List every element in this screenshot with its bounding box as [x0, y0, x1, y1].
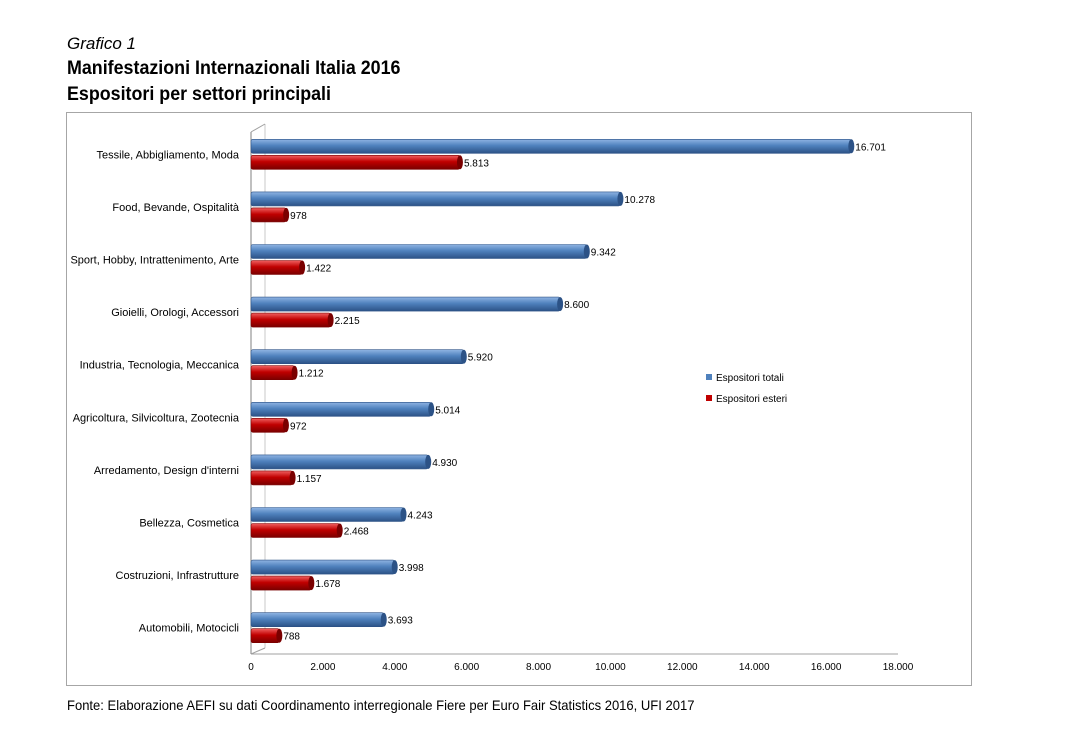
legend-swatch: [706, 395, 712, 401]
bar-totali: [250, 612, 385, 628]
data-label: 4.243: [408, 511, 433, 522]
data-label: 10.278: [624, 195, 655, 206]
bar-totali-cap: [425, 454, 432, 469]
bar-totali: [250, 401, 432, 417]
bar-esteri: [250, 260, 303, 275]
bar-esteri-cap: [327, 313, 334, 328]
bar-esteri-cap: [336, 523, 343, 538]
bar-esteri: [250, 628, 280, 644]
data-label: 5.813: [464, 158, 489, 169]
x-tick-label: 14.000: [739, 662, 770, 673]
bar-esteri-cap: [291, 365, 298, 380]
bar-totali-cap: [617, 191, 624, 206]
x-tick-label: 6.000: [454, 662, 479, 673]
chart-label: Grafico 1: [67, 34, 136, 53]
bar-esteri: [250, 312, 331, 328]
category-label: Food, Bevande, Ospitalità: [112, 202, 239, 214]
bar-esteri: [250, 417, 287, 433]
bar-totali: [250, 454, 429, 470]
x-tick-label: 8.000: [526, 662, 551, 673]
bar-totali-cap: [460, 349, 467, 364]
bar-totali: [250, 507, 404, 522]
data-label: 1.212: [299, 369, 324, 380]
bar-esteri-cap: [283, 207, 290, 222]
category-label: Agricoltura, Silvicoltura, Zootecnia: [73, 412, 240, 424]
bar-totali-cap: [583, 244, 590, 259]
legend-label: Espositori esteri: [716, 394, 787, 405]
chart-subtitle: Espositori per settori principali: [67, 84, 331, 105]
x-tick-label: 18.000: [883, 662, 914, 673]
bar-totali-cap: [400, 507, 407, 522]
bar-esteri-cap: [308, 576, 315, 591]
bar-esteri: [250, 207, 287, 223]
data-label: 972: [290, 421, 307, 432]
data-label: 2.215: [335, 316, 360, 327]
data-label: 3.998: [399, 563, 424, 574]
bar-totali-cap: [380, 612, 387, 627]
bar-totali: [250, 244, 588, 259]
data-label: 788: [283, 632, 300, 643]
bar-esteri: [250, 154, 461, 170]
x-tick-label: 16.000: [811, 662, 842, 673]
category-label: Automobili, Motocicli: [139, 623, 239, 635]
bar-esteri: [250, 470, 293, 486]
data-label: 1.422: [306, 264, 331, 275]
x-tick-label: 10.000: [595, 662, 626, 673]
data-label: 5.920: [468, 353, 493, 364]
source-note: Fonte: Elaborazione AEFI su dati Coordin…: [67, 697, 695, 713]
bar-esteri: [250, 365, 295, 380]
data-label: 978: [290, 211, 307, 222]
category-label: Bellezza, Cosmetica: [139, 518, 240, 530]
data-label: 9.342: [591, 248, 616, 259]
bar-esteri-cap: [276, 628, 283, 643]
data-label: 8.600: [564, 300, 589, 311]
data-label: 3.693: [388, 616, 413, 627]
x-tick-label: 12.000: [667, 662, 698, 673]
axis-depth-top: [250, 123, 266, 133]
data-label: 16.701: [855, 142, 886, 153]
x-tick-label: 4.000: [382, 662, 407, 673]
bar-esteri-cap: [456, 155, 463, 170]
data-label: 1.678: [315, 579, 340, 590]
bar-chart: 0 2.000 4.000 6.000 8.000 10.000 12.000 14.000 1…: [70, 123, 914, 673]
bar-totali: [250, 349, 465, 364]
bar-totali: [250, 559, 396, 575]
bar-totali: [250, 191, 621, 207]
category-label: Sport, Hobby, Intrattenimento, Arte: [70, 255, 239, 267]
category-label: Arredamento, Design d'interni: [94, 465, 239, 477]
bar-totali-cap: [391, 560, 398, 575]
chart-frame: 0 2.000 4.000 6.000 8.000 10.000 12.000 14.000 1…: [66, 112, 972, 686]
bar-esteri: [250, 575, 312, 591]
axis-depth-bottom: [250, 647, 266, 655]
category-label: Tessile, Abbigliamento, Moda: [97, 149, 240, 161]
bar-totali-cap: [428, 402, 435, 417]
category-label: Costruzioni, Infrastrutture: [116, 570, 240, 582]
data-label: 4.930: [432, 458, 457, 469]
chart-title: Manifestazioni Internazionali Italia 201…: [67, 58, 401, 79]
category-label: Gioielli, Orologi, Accessori: [111, 307, 239, 319]
bar-esteri-cap: [282, 418, 289, 433]
legend-label: Espositori totali: [716, 373, 784, 384]
legend-swatch: [706, 374, 712, 380]
bar-totali-cap: [557, 297, 564, 312]
data-label: 2.468: [344, 527, 369, 538]
category-label: Industria, Tecnologia, Meccanica: [80, 360, 240, 372]
x-tick-label: 2.000: [310, 662, 335, 673]
bar-totali: [250, 296, 561, 312]
data-label: 1.157: [297, 474, 322, 485]
x-tick-label: 0: [248, 662, 254, 673]
bar-totali: [250, 138, 852, 154]
data-label: 5.014: [435, 405, 460, 416]
bar-esteri-cap: [289, 470, 296, 485]
bar-esteri: [250, 523, 341, 538]
bar-esteri-cap: [299, 260, 306, 275]
bar-totali-cap: [848, 139, 855, 154]
